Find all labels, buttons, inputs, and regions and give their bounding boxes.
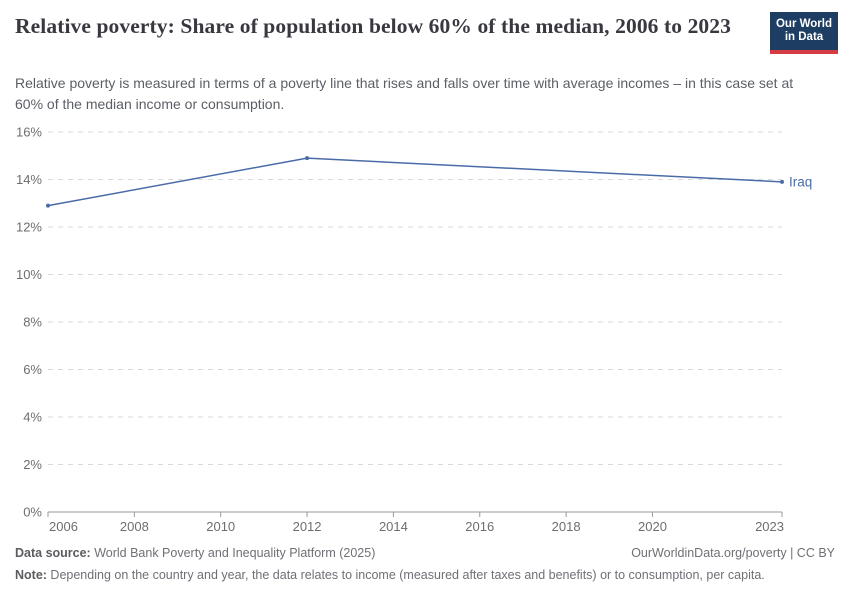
x-tick-label: 2012 [293,519,322,534]
note-text: Depending on the country and year, the d… [46,568,765,582]
x-tick-label: 2014 [379,519,408,534]
data-point[interactable] [305,156,310,161]
page-title: Relative poverty: Share of population be… [15,14,731,38]
license-text[interactable]: OurWorldinData.org/poverty | CC BY [631,546,835,560]
x-tick-label: 2016 [465,519,494,534]
y-tick-label: 10% [16,267,42,282]
line-chart[interactable]: 0% 2% 4% 6% 8% 10% 12% 14% 16% 2006 2008 2010 2012 20… [0,115,850,540]
y-tick-label: 2% [23,457,42,472]
iraq-line[interactable] [47,157,783,207]
y-tick-label: 12% [16,220,42,235]
x-tick-label: 2008 [120,519,149,534]
chart-footer: Data source: World Bank Poverty and Ineq… [15,545,835,583]
data-source-text: World Bank Poverty and Inequality Platfo… [90,546,376,560]
y-tick-label: 0% [23,505,42,520]
data-point[interactable] [780,179,784,184]
y-tick-label: 4% [23,410,42,425]
y-tick-label: 6% [23,362,42,377]
data-source-label: Data source: [15,546,91,560]
x-tick-label: 2006 [49,519,78,534]
y-tick-label: 16% [16,125,42,140]
x-tick-label: 2010 [206,519,235,534]
logo-line-1: Our World [775,17,832,30]
logo-line-2: in Data [784,31,824,43]
x-tick-label: 2023 [755,519,784,534]
data-point[interactable] [46,203,50,208]
note-line: Note: Depending on the country and year,… [15,567,835,583]
y-tick-label: 8% [23,315,42,330]
owid-logo[interactable]: Our World in Data [770,12,838,54]
data-source-line: Data source: World Bank Poverty and Ineq… [15,545,375,561]
chart-subtitle: Relative poverty is measured in terms of… [15,75,794,112]
x-tick-label: 2018 [552,519,581,534]
note-label: Note: [15,568,47,582]
entity-label-iraq[interactable]: Iraq [789,174,812,189]
x-tick-label: 2020 [638,519,667,534]
y-tick-label: 14% [16,172,42,187]
